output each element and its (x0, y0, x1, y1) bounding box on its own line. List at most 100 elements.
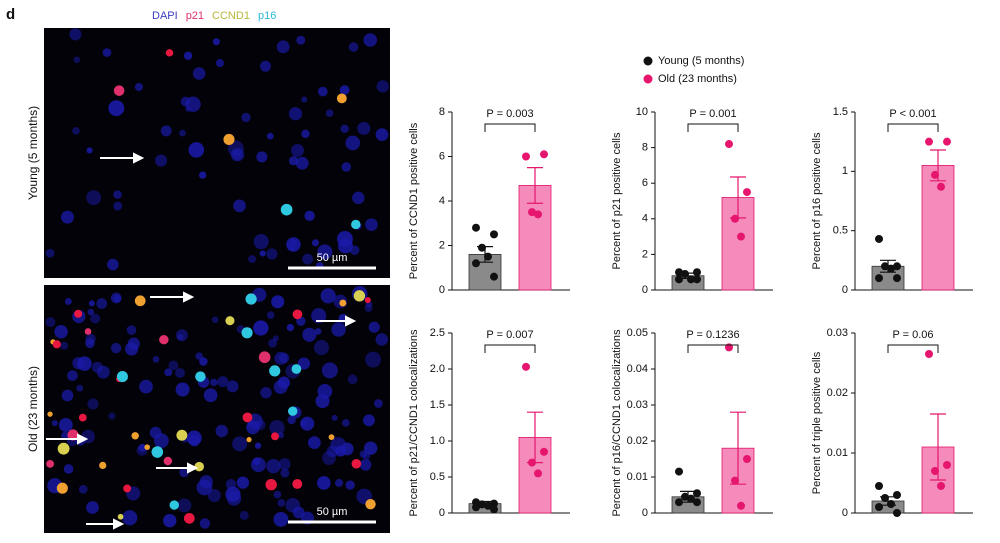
data-point (472, 503, 480, 512)
nucleus (73, 56, 81, 64)
data-point (472, 223, 480, 232)
nucleus (60, 210, 74, 224)
stained-cell (46, 459, 54, 468)
legend-marker (643, 56, 653, 66)
arrows (46, 152, 357, 530)
significance-bracket (687, 344, 739, 353)
nucleus (276, 40, 290, 54)
stained-cell (287, 406, 298, 416)
stained-cell (351, 219, 361, 230)
nucleus (87, 398, 99, 410)
nucleus (340, 442, 354, 456)
y-tick-label: 4 (439, 195, 445, 207)
nucleus (160, 125, 172, 137)
nucleus (363, 33, 378, 47)
nucleus (253, 233, 269, 250)
nucleus (375, 128, 389, 141)
y-tick-label: 2 (642, 248, 648, 260)
data-point (681, 492, 689, 501)
stained-cell (242, 412, 253, 423)
data-point (490, 272, 498, 281)
bar (921, 164, 955, 291)
data-point (675, 498, 683, 507)
nucleus (164, 368, 173, 377)
stained-cell (47, 411, 53, 417)
data-point (931, 170, 939, 179)
stained-cell (183, 512, 195, 524)
nucleus (203, 388, 218, 403)
data-point (893, 274, 901, 283)
data-point (478, 500, 486, 509)
nucleus (51, 420, 58, 427)
y-tick-label: 0.05 (627, 327, 648, 339)
nucleus (359, 450, 368, 458)
data-point (484, 501, 492, 510)
nucleus (88, 300, 95, 307)
nucleus (241, 112, 251, 123)
data-point (731, 214, 739, 223)
stained-cell (74, 309, 83, 318)
nucleus (259, 250, 266, 257)
stained-cell (265, 478, 277, 491)
nucleus (239, 510, 249, 520)
stained-cell (223, 133, 235, 145)
stained-cell (134, 295, 146, 307)
nucleus (54, 324, 68, 339)
nucleus (357, 121, 371, 135)
nucleus (67, 370, 78, 381)
nucleus (177, 498, 192, 513)
y-tick-label: 6 (439, 150, 445, 162)
significance-bracket (887, 344, 939, 353)
legend-marker (643, 74, 653, 84)
nucleus (154, 433, 169, 448)
significance-bracket (887, 123, 939, 132)
p-value: P = 0.003 (486, 108, 533, 120)
nucleus (248, 255, 257, 264)
y-tick-label: 2.5 (430, 327, 445, 339)
data-point (522, 362, 530, 371)
nucleus (321, 362, 338, 379)
data-point (743, 188, 751, 197)
stained-cell (292, 309, 303, 320)
young-micrograph (44, 28, 390, 278)
nucleus (266, 458, 281, 474)
stained-cell (245, 293, 257, 305)
nucleus (134, 82, 143, 92)
nucleus (311, 308, 327, 324)
stained-cell (151, 446, 164, 458)
nucleus (107, 258, 119, 271)
stained-cell (57, 442, 70, 455)
data-point (737, 501, 745, 510)
nucleus (365, 218, 378, 231)
y-tick-label: 2.0 (430, 363, 445, 375)
stained-cell (159, 334, 169, 345)
data-point (937, 482, 945, 490)
stained-cell (116, 371, 128, 383)
nucleus (286, 237, 301, 252)
stained-cell (67, 429, 79, 441)
stained-cell (328, 434, 335, 441)
nucleus (236, 476, 250, 489)
nucleus (254, 442, 262, 449)
y-tick-label: 0 (842, 284, 848, 296)
nucleus (368, 321, 380, 333)
data-point (925, 350, 933, 358)
nucleus (199, 357, 208, 366)
nucleus (277, 499, 286, 507)
row-label: Old (23 months) (26, 366, 40, 452)
nucleus (320, 288, 336, 304)
data-point (693, 268, 701, 277)
y-tick-label: 4 (642, 213, 648, 225)
y-tick-label: 6 (642, 177, 648, 189)
legend-label: Old (23 months) (658, 73, 737, 85)
nucleus (86, 147, 93, 154)
y-axis-label: Percent of p21/CCND1 colocalizations (408, 329, 420, 517)
y-tick-label: 0.5 (833, 225, 848, 237)
y-axis-label: Percent of p16 positive cells (811, 132, 823, 269)
y-axis-label: Percent of p21 positive cells (611, 132, 623, 269)
nucleus (339, 85, 350, 95)
data-point (472, 259, 480, 268)
data-point (893, 262, 901, 271)
data-point (943, 461, 951, 469)
